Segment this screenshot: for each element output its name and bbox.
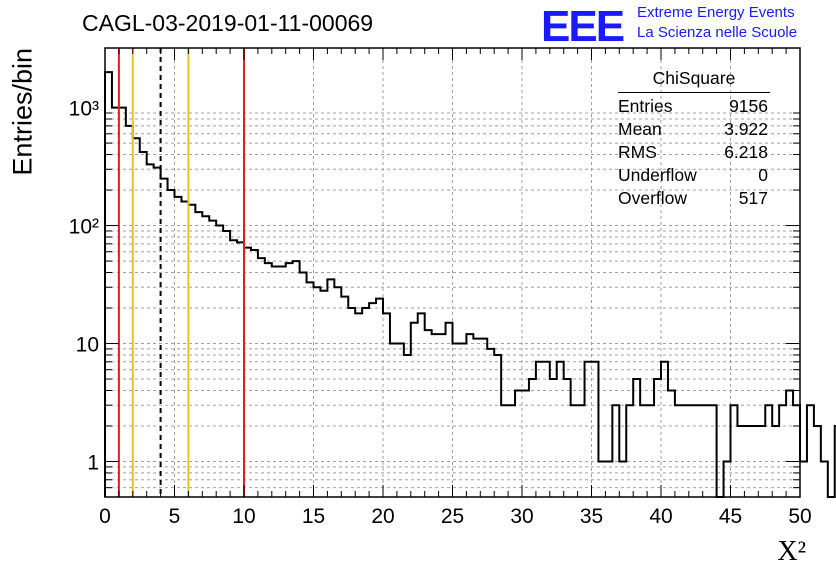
y-tick-label: 10² (69, 216, 99, 239)
stats-row: Mean 3.922 (610, 118, 778, 141)
eee-logo: EEE (541, 2, 625, 51)
stats-value: 0 (758, 165, 768, 185)
stats-label: Entries (618, 96, 673, 116)
x-tick-label: 40 (649, 505, 672, 528)
logo-line-2: La Scienza nelle Scuole (637, 24, 798, 41)
stats-row: Entries 9156 (610, 95, 778, 118)
stats-value: 9156 (729, 96, 768, 116)
x-tick-label: 15 (302, 505, 325, 528)
stats-row: Underflow 0 (610, 164, 778, 187)
y-tick-label: 10 (76, 334, 99, 357)
x-tick-label: 5 (169, 505, 181, 528)
y-axis-label: Entries/bin (8, 48, 38, 188)
x-tick-label: 20 (371, 505, 394, 528)
logo-caption: Extreme Energy Events La Scienza nelle S… (637, 3, 797, 43)
x-tick-label: 35 (580, 505, 603, 528)
x-tick-label: 0 (99, 505, 111, 528)
histogram-series (104, 71, 836, 498)
chart-title: CAGL-03-2019-01-11-00069 (82, 10, 374, 36)
stats-value: 3.922 (724, 119, 768, 139)
y-tick-label: 10³ (69, 98, 99, 121)
logo-line-1: Extreme Energy Events (637, 4, 795, 21)
stats-label: Underflow (618, 165, 697, 185)
stats-label: Mean (618, 119, 662, 139)
stats-value: 517 (738, 188, 768, 208)
x-axis-label: X² (777, 536, 806, 567)
stats-label: Overflow (618, 188, 688, 208)
x-tick-label: 30 (510, 505, 533, 528)
stats-box: ChiSquare Entries 9156 Mean 3.922 RMS 6.218… (610, 68, 778, 210)
stats-row: Overflow 517 (610, 187, 778, 210)
x-tick-label: 10 (232, 505, 255, 528)
stats-title: ChiSquare (618, 68, 770, 93)
stats-value: 6.218 (724, 142, 768, 162)
y-axis-label-text: Entries/bin (8, 48, 38, 176)
stats-row: RMS 6.218 (610, 141, 778, 164)
x-tick-label: 50 (788, 505, 811, 528)
x-tick-label: 25 (441, 505, 464, 528)
y-tick-label: 1 (87, 451, 99, 474)
stats-label: RMS (618, 142, 657, 162)
x-tick-label: 45 (719, 505, 742, 528)
